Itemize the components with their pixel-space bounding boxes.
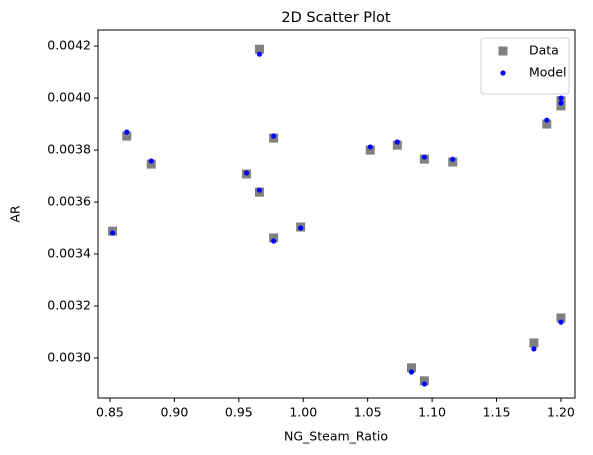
data-point <box>365 145 375 155</box>
data-point <box>392 140 402 150</box>
y-tick-label: 0.0034 <box>47 246 91 261</box>
y-axis-label: AR <box>8 205 23 223</box>
plot-frame <box>97 29 576 399</box>
model-point <box>124 129 130 135</box>
model-point <box>531 346 537 352</box>
legend-marker <box>498 46 508 56</box>
x-axis-label: NG_Steam_Ratio <box>284 429 388 444</box>
data-point <box>556 313 566 323</box>
legend-label: Data <box>529 43 559 58</box>
x-tick-label: 0.85 <box>96 405 124 420</box>
chart-title: 2D Scatter Plot <box>281 10 391 26</box>
x-tick-label: 1.10 <box>418 405 446 420</box>
data-point <box>419 376 429 386</box>
model-point <box>271 133 277 139</box>
data-point <box>269 233 279 243</box>
model-point <box>271 238 277 244</box>
legend-label: Model <box>529 65 567 80</box>
model-point <box>558 319 564 325</box>
x-tick-label: 1.00 <box>289 405 317 420</box>
model-point <box>421 154 427 160</box>
y-tick-label: 0.0042 <box>47 38 91 53</box>
y-tick-label: 0.0038 <box>47 142 91 157</box>
x-tick-label: 1.05 <box>354 405 382 420</box>
data-point <box>254 44 264 54</box>
model-point <box>109 230 116 236</box>
data-point <box>556 101 566 111</box>
model-point <box>256 51 263 57</box>
model-point <box>408 369 415 375</box>
x-tick-label: 0.95 <box>225 405 253 420</box>
model-point <box>558 100 564 106</box>
y-tick-label: 0.0030 <box>47 349 91 364</box>
model-point <box>148 158 154 164</box>
data-point <box>406 363 416 373</box>
model-point <box>298 225 304 231</box>
x-tick-label: 1.15 <box>483 405 511 420</box>
model-point <box>367 144 373 150</box>
data-point <box>529 338 539 348</box>
data-point <box>542 119 552 129</box>
data-point <box>146 159 156 169</box>
model-point <box>394 139 400 145</box>
model-point <box>421 381 427 387</box>
y-tick-label: 0.0040 <box>47 90 91 105</box>
y-tick-label: 0.0032 <box>47 298 91 313</box>
x-tick-label: 0.90 <box>160 405 188 420</box>
model-point <box>256 187 263 193</box>
y-tick-label: 0.0036 <box>47 194 91 209</box>
model-point <box>243 170 250 176</box>
legend-marker <box>500 70 506 76</box>
x-tick-label: 1.20 <box>547 405 575 420</box>
data-point <box>122 131 132 141</box>
model-point <box>558 95 564 101</box>
data-point <box>448 157 458 167</box>
model-point <box>544 117 550 123</box>
model-point <box>450 156 456 162</box>
